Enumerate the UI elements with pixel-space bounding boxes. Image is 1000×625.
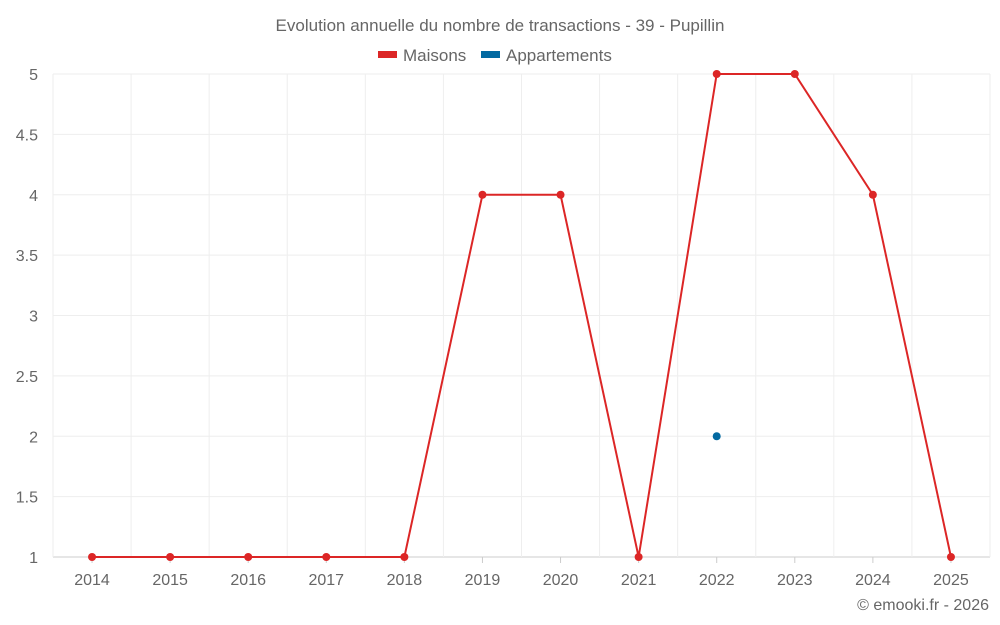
y-tick-label: 1.5	[16, 490, 38, 507]
legend-swatch	[378, 51, 397, 58]
y-tick-label: 2.5	[16, 369, 38, 386]
y-tick-label: 5	[29, 67, 38, 84]
y-tick-label: 3	[29, 309, 38, 326]
data-point-maisons[interactable]	[946, 553, 955, 561]
x-tick-label: 2023	[777, 572, 813, 589]
x-tick-label: 2017	[308, 572, 344, 589]
x-tick-label: 2020	[543, 572, 579, 589]
data-point-maisons[interactable]	[166, 553, 175, 561]
x-tick-label: 2024	[855, 572, 891, 589]
y-tick-label: 4.5	[16, 127, 38, 144]
data-point-appartements[interactable]	[712, 432, 721, 441]
data-point-maisons[interactable]	[88, 553, 97, 561]
x-tick-label: 2014	[74, 572, 110, 589]
legend: Maisons Appartements	[378, 46, 612, 65]
series-line-maisons	[92, 73, 952, 558]
data-point-maisons[interactable]	[556, 190, 565, 199]
x-tick-label: 2021	[621, 572, 657, 589]
chart-title: Evolution annuelle du nombre de transact…	[276, 16, 725, 35]
y-tick-label: 1	[29, 550, 38, 567]
x-tick-label: 2018	[387, 572, 423, 589]
data-point-maisons[interactable]	[244, 553, 253, 561]
legend-swatch	[481, 51, 500, 58]
data-point-maisons[interactable]	[322, 553, 331, 561]
x-tick-label: 2015	[152, 572, 188, 589]
x-tick-label: 2016	[230, 572, 266, 589]
data-point-maisons[interactable]	[712, 70, 721, 78]
y-tick-label: 3.5	[16, 248, 38, 265]
legend-label[interactable]: Appartements	[506, 46, 612, 65]
data-point-maisons[interactable]	[634, 553, 643, 561]
x-tick-label: 2025	[933, 572, 969, 589]
y-tick-label: 4	[29, 188, 38, 205]
grid	[52, 73, 991, 558]
data-point-maisons[interactable]	[868, 190, 877, 199]
data-point-maisons[interactable]	[478, 190, 487, 199]
x-tick-label: 2022	[699, 572, 735, 589]
data-point-maisons[interactable]	[790, 70, 799, 78]
credit-text: © emooki.fr - 2026	[857, 597, 989, 614]
x-tick-label: 2019	[465, 572, 501, 589]
y-tick-label: 2	[29, 429, 38, 446]
legend-label[interactable]: Maisons	[403, 46, 466, 65]
data-point-maisons[interactable]	[400, 553, 409, 561]
